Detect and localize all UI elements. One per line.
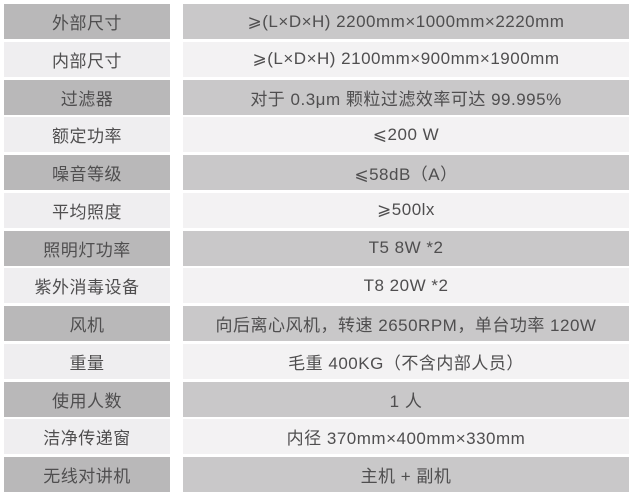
spec-label: 洁净传递窗 [4, 419, 170, 455]
table-row: 内部尺寸 ⩾(L×D×H) 2100mm×900mm×1900mm [4, 41, 629, 77]
spec-label: 过滤器 [4, 79, 170, 115]
spec-label: 外部尺寸 [4, 4, 170, 39]
spec-value: 毛重 400KG（不含内部人员） [183, 343, 629, 379]
spec-value: 主机 + 副机 [183, 457, 629, 492]
table-row: 外部尺寸 ⩾(L×D×H) 2200mm×1000mm×2220mm [4, 4, 629, 39]
spec-label: 风机 [4, 306, 170, 341]
table-row: 洁净传递窗 内径 370mm×400mm×330mm [4, 419, 629, 455]
table-row: 风机 向后离心风机，转速 2650RPM，单台功率 120W [4, 306, 629, 341]
spec-value: T8 20W *2 [183, 268, 629, 304]
table-row: 无线对讲机 主机 + 副机 [4, 457, 629, 492]
spec-label: 噪音等级 [4, 155, 170, 190]
spec-label: 额定功率 [4, 117, 170, 153]
table-row: 重量 毛重 400KG（不含内部人员） [4, 343, 629, 379]
spec-value: 内径 370mm×400mm×330mm [183, 419, 629, 455]
spec-label: 照明灯功率 [4, 230, 170, 266]
spec-value: 1 人 [183, 381, 629, 417]
spec-label: 使用人数 [4, 381, 170, 417]
spec-label: 紫外消毒设备 [4, 268, 170, 304]
spec-value: ⩾500lx [183, 192, 629, 228]
spec-value: ⩽200 W [183, 117, 629, 153]
table-row: 噪音等级 ⩽58dB（A） [4, 155, 629, 190]
table-row: 平均照度 ⩾500lx [4, 192, 629, 228]
spec-value: ⩽58dB（A） [183, 155, 629, 190]
spec-label: 平均照度 [4, 192, 170, 228]
spec-value: 对于 0.3μm 颗粒过滤效率可达 99.995% [183, 79, 629, 115]
spec-label: 内部尺寸 [4, 41, 170, 77]
spec-value: 向后离心风机，转速 2650RPM，单台功率 120W [183, 306, 629, 341]
spec-table: 外部尺寸 ⩾(L×D×H) 2200mm×1000mm×2220mm 内部尺寸 … [4, 4, 629, 492]
spec-value: ⩾(L×D×H) 2100mm×900mm×1900mm [183, 41, 629, 77]
spec-value: T5 8W *2 [183, 230, 629, 266]
table-row: 照明灯功率 T5 8W *2 [4, 230, 629, 266]
spec-label: 无线对讲机 [4, 457, 170, 492]
table-row: 额定功率 ⩽200 W [4, 117, 629, 153]
spec-label: 重量 [4, 343, 170, 379]
spec-value: ⩾(L×D×H) 2200mm×1000mm×2220mm [183, 4, 629, 39]
table-row: 使用人数 1 人 [4, 381, 629, 417]
table-row: 过滤器 对于 0.3μm 颗粒过滤效率可达 99.995% [4, 79, 629, 115]
table-row: 紫外消毒设备 T8 20W *2 [4, 268, 629, 304]
